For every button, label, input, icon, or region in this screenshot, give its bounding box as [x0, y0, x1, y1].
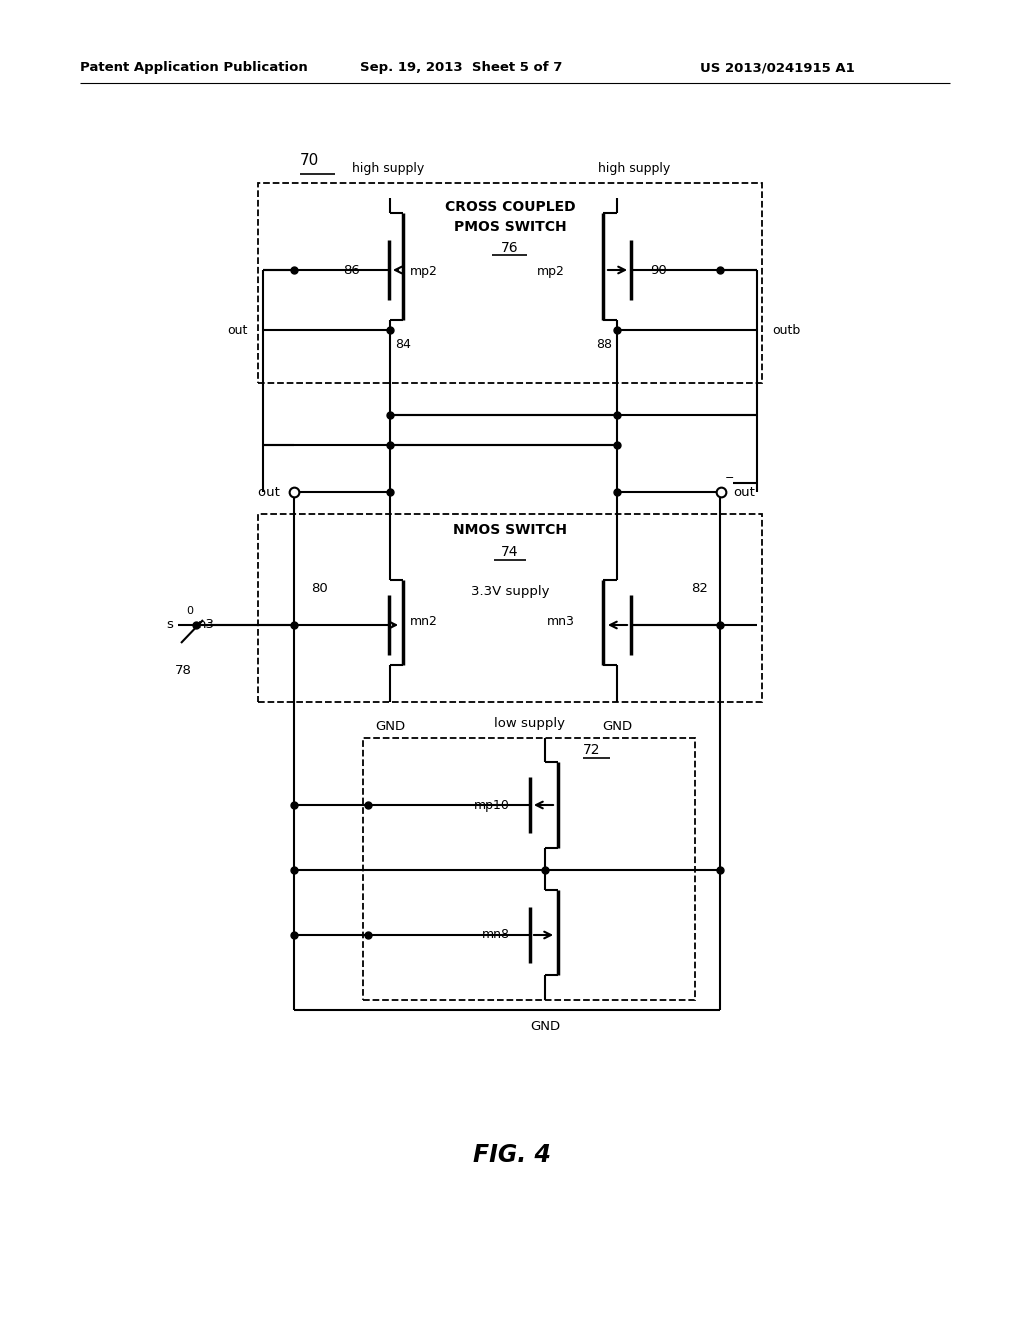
Text: high supply: high supply	[598, 162, 670, 176]
Text: 82: 82	[691, 582, 709, 595]
Text: mp2: mp2	[538, 265, 565, 279]
Text: PMOS SWITCH: PMOS SWITCH	[454, 220, 566, 234]
Text: mp2: mp2	[410, 265, 438, 279]
Text: 78: 78	[174, 664, 191, 676]
Text: out: out	[733, 486, 755, 499]
Bar	[258, 513, 762, 702]
Text: 0: 0	[186, 606, 193, 616]
Text: NMOS SWITCH: NMOS SWITCH	[453, 523, 567, 537]
Text: n3: n3	[198, 619, 215, 631]
Text: FIG. 4: FIG. 4	[473, 1143, 551, 1167]
Text: Sep. 19, 2013  Sheet 5 of 7: Sep. 19, 2013 Sheet 5 of 7	[360, 62, 562, 74]
Text: high supply: high supply	[352, 162, 424, 176]
Text: 90: 90	[650, 264, 667, 276]
Text: 72: 72	[583, 743, 600, 756]
Text: GND: GND	[530, 1020, 560, 1034]
Bar	[362, 738, 695, 1001]
Text: US 2013/0241915 A1: US 2013/0241915 A1	[700, 62, 855, 74]
Text: 86: 86	[343, 264, 360, 276]
Text: mp10: mp10	[474, 799, 510, 812]
Text: low supply: low supply	[494, 717, 564, 730]
Text: out: out	[227, 323, 248, 337]
Text: mn8: mn8	[482, 928, 510, 941]
Text: 70: 70	[300, 153, 319, 168]
Text: 3.3V supply: 3.3V supply	[471, 586, 549, 598]
Text: GND: GND	[602, 719, 632, 733]
Bar	[258, 183, 762, 383]
Text: 76: 76	[501, 242, 519, 255]
Text: outb: outb	[772, 323, 800, 337]
Text: 80: 80	[311, 582, 329, 595]
Text: 74: 74	[502, 545, 519, 558]
Text: Patent Application Publication: Patent Application Publication	[80, 62, 308, 74]
Text: mn2: mn2	[410, 615, 438, 628]
Text: s: s	[166, 619, 173, 631]
Text: CROSS COUPLED: CROSS COUPLED	[444, 201, 575, 214]
Text: mn3: mn3	[547, 615, 575, 628]
Text: 88: 88	[596, 338, 612, 351]
Text: out: out	[258, 486, 284, 499]
Text: GND: GND	[375, 719, 406, 733]
Text: 84: 84	[395, 338, 411, 351]
